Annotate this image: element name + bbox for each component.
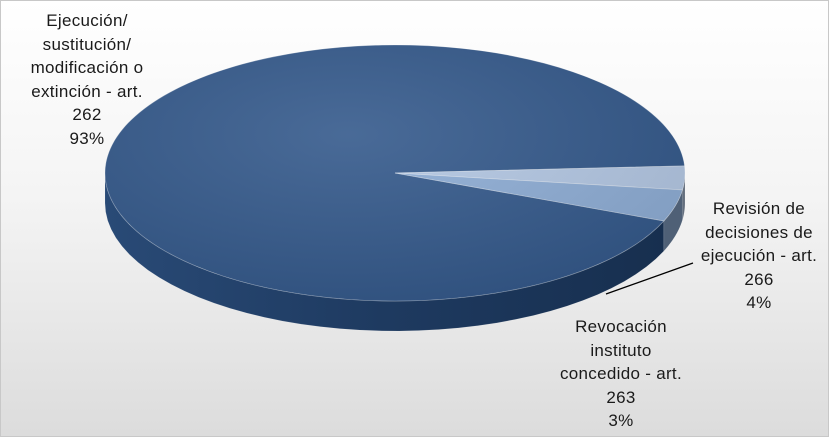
- pie-tops: [104, 44, 686, 302]
- leader-line-revision: [605, 262, 694, 295]
- slice-label-revocacion: Revocación instituto concedido - art. 26…: [546, 315, 696, 433]
- slice-label-ejecucion: Ejecución/ sustitución/ modificación o e…: [7, 9, 167, 150]
- slice-percent: 4%: [746, 293, 772, 312]
- slice-percent: 3%: [608, 411, 634, 430]
- slice-percent: 93%: [69, 128, 105, 148]
- slice-label-revision: Revisión de decisiones de ejecución - ar…: [693, 197, 825, 315]
